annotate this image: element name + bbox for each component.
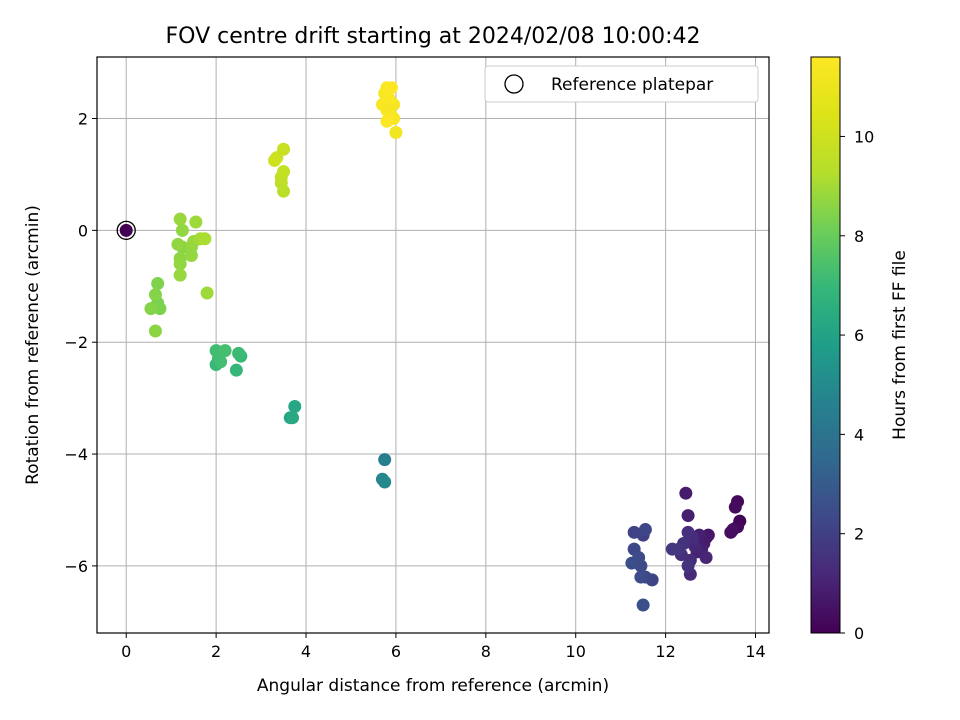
data-point bbox=[173, 257, 187, 271]
x-axis-label: Angular distance from reference (arcmin) bbox=[257, 676, 609, 696]
legend-label: Reference platepar bbox=[551, 75, 713, 95]
colorbar-ticks: 0 2 4 6 8 10 bbox=[840, 127, 874, 643]
data-point bbox=[189, 215, 203, 229]
legend-box bbox=[484, 65, 759, 103]
colorbar-label: Hours from first FF file bbox=[890, 250, 910, 440]
data-point bbox=[218, 344, 232, 358]
data-point bbox=[665, 542, 679, 556]
data-point bbox=[173, 212, 187, 226]
data-point bbox=[382, 92, 396, 106]
data-point bbox=[286, 411, 300, 425]
colorbar-tick-label: 8 bbox=[854, 227, 864, 246]
reference-point bbox=[119, 223, 133, 237]
data-point bbox=[148, 288, 162, 302]
data-point bbox=[726, 523, 740, 537]
reference-marker-group bbox=[116, 220, 136, 241]
x-axis-ticks: 0 2 4 6 8 10 12 14 bbox=[121, 633, 766, 661]
data-point bbox=[625, 556, 639, 570]
data-points bbox=[144, 81, 747, 612]
data-point bbox=[153, 302, 167, 316]
data-point bbox=[681, 559, 695, 573]
data-point bbox=[198, 232, 212, 246]
data-point bbox=[380, 114, 394, 128]
data-point bbox=[144, 302, 158, 316]
chart-title: FOV centre drift starting at 2024/02/08 … bbox=[166, 24, 701, 49]
colorbar-tick-label: 2 bbox=[854, 525, 864, 544]
colorbar-gradient bbox=[810, 56, 841, 634]
x-tick-label: 6 bbox=[391, 642, 401, 661]
y-tick-label: 2 bbox=[78, 110, 88, 129]
data-point bbox=[634, 570, 648, 584]
data-point bbox=[636, 598, 650, 612]
data-point bbox=[148, 324, 162, 338]
data-point bbox=[681, 525, 695, 539]
plot-frame bbox=[96, 56, 770, 634]
x-tick-label: 8 bbox=[481, 642, 491, 661]
y-tick-label: −2 bbox=[64, 333, 88, 352]
legend-marker bbox=[504, 74, 524, 94]
data-point bbox=[288, 400, 302, 414]
data-point bbox=[232, 346, 246, 360]
data-point bbox=[173, 268, 187, 282]
data-point bbox=[175, 223, 189, 237]
colorbar-tick-label: 4 bbox=[854, 425, 864, 444]
y-axis-ticks: −6 −4 −2 0 2 bbox=[64, 110, 97, 576]
data-point bbox=[151, 276, 165, 290]
data-point bbox=[229, 363, 243, 377]
colorbar-tick-label: 6 bbox=[854, 326, 864, 345]
data-point bbox=[679, 486, 693, 500]
grid-lines bbox=[97, 57, 769, 633]
y-axis-label: Rotation from reference (arcmin) bbox=[23, 205, 43, 485]
data-point bbox=[184, 249, 198, 263]
x-tick-label: 10 bbox=[566, 642, 586, 661]
data-point bbox=[378, 475, 392, 489]
data-point bbox=[728, 500, 742, 514]
reference-platepar-marker bbox=[116, 220, 136, 241]
data-point bbox=[384, 81, 398, 95]
data-point bbox=[389, 125, 403, 139]
colorbar-tick-label: 10 bbox=[854, 127, 874, 146]
legend: Reference platepar bbox=[484, 65, 759, 103]
colorbar: 0 2 4 6 8 10 Hours from first FF file bbox=[810, 56, 910, 643]
y-tick-label: −6 bbox=[64, 557, 88, 576]
x-tick-label: 4 bbox=[301, 642, 311, 661]
data-point bbox=[200, 286, 214, 300]
data-point bbox=[681, 509, 695, 523]
data-point bbox=[214, 355, 228, 369]
data-point bbox=[638, 523, 652, 537]
data-point bbox=[627, 525, 641, 539]
x-tick-label: 2 bbox=[211, 642, 221, 661]
colorbar-tick-label: 0 bbox=[854, 624, 864, 643]
x-tick-label: 12 bbox=[655, 642, 675, 661]
y-tick-label: −4 bbox=[64, 445, 88, 464]
data-point bbox=[277, 165, 291, 179]
data-point bbox=[268, 153, 282, 167]
data-point bbox=[378, 453, 392, 467]
data-point bbox=[171, 237, 185, 251]
x-tick-label: 14 bbox=[745, 642, 765, 661]
x-tick-label: 0 bbox=[121, 642, 131, 661]
data-point bbox=[209, 344, 223, 358]
y-tick-label: 0 bbox=[78, 221, 88, 240]
data-point bbox=[699, 551, 713, 565]
